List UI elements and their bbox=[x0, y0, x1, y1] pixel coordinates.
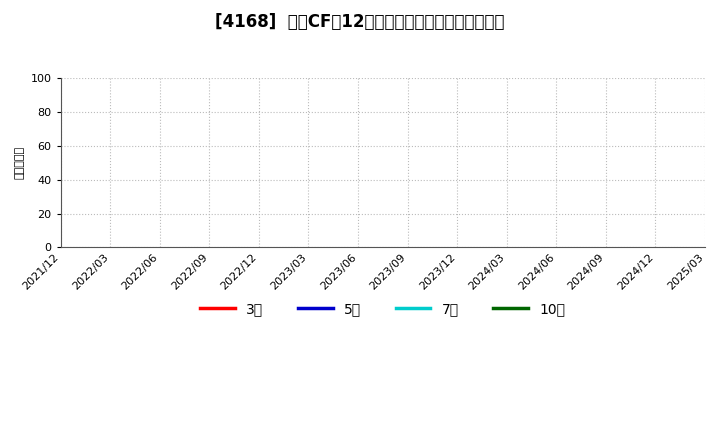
Text: [4168]  営業CFだ12か月移動合計の標準偏差の推移: [4168] 営業CFだ12か月移動合計の標準偏差の推移 bbox=[215, 13, 505, 31]
Legend: 3年, 5年, 7年, 10年: 3年, 5年, 7年, 10年 bbox=[195, 297, 571, 322]
Y-axis label: （百万円）: （百万円） bbox=[15, 146, 25, 180]
